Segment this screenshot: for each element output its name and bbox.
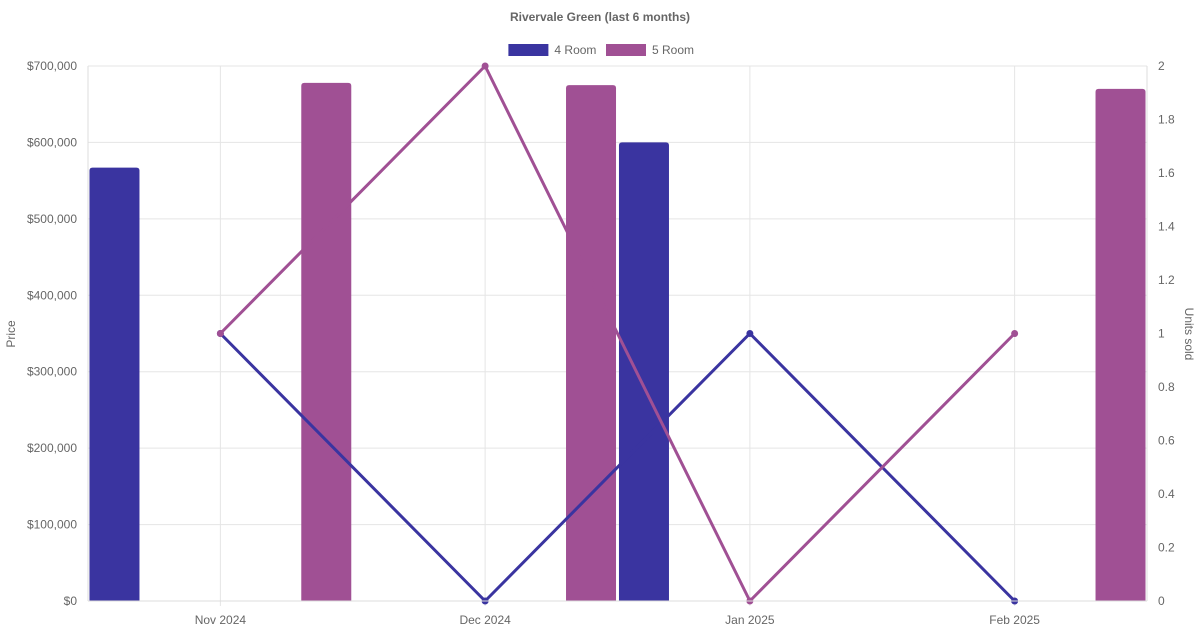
y2-tick-label: 0.2 [1158, 541, 1175, 555]
bar [566, 85, 617, 602]
y-axis-label: Price [4, 320, 18, 348]
y2-tick-label: 0.6 [1158, 434, 1175, 448]
grid [88, 65, 1147, 606]
y2-tick-label: 0.4 [1158, 487, 1175, 501]
x-tick-label: Feb 2025 [989, 613, 1040, 627]
y-tick-label: $600,000 [27, 135, 77, 149]
y2-tick-label: 0.8 [1158, 380, 1175, 394]
y-tick-label: $700,000 [27, 59, 77, 73]
legend-label: 5 Room [652, 43, 694, 57]
y2-tick-label: 1.8 [1158, 113, 1175, 127]
y2-tick-label: 1.2 [1158, 273, 1175, 287]
y-tick-label: $500,000 [27, 212, 77, 226]
y2-tick-label: 1.4 [1158, 220, 1175, 234]
lines [216, 62, 1019, 605]
bar [1095, 88, 1146, 601]
y2-tick-label: 2 [1158, 59, 1165, 73]
legend-swatch [508, 44, 549, 56]
y2-tick-label: 0 [1158, 594, 1165, 608]
y-tick-label: $400,000 [27, 288, 77, 302]
line-point [481, 62, 489, 70]
x-tick-label: Nov 2024 [195, 613, 247, 627]
y-tick-label: $200,000 [27, 441, 77, 455]
legend: 4 Room 5 Room [508, 43, 694, 57]
y-tick-label: $0 [64, 594, 78, 608]
series-line [219, 64, 1016, 603]
bars [89, 82, 1146, 602]
x-tick-label: Dec 2024 [459, 613, 511, 627]
y2-axis-label: Units sold [1182, 308, 1196, 361]
legend-label: 4 Room [554, 43, 596, 57]
legend-swatch [606, 44, 646, 56]
y2-tick-label: 1 [1158, 327, 1165, 341]
axes: $0 $100,000 $200,000 $300,000 $400,000 $500,0… [27, 59, 1175, 627]
bar [618, 142, 669, 601]
y-tick-label: $300,000 [27, 365, 77, 379]
chart-title: Rivervale Green (last 6 months) [510, 10, 690, 24]
y2-tick-label: 1.6 [1158, 166, 1175, 180]
y-tick-label: $100,000 [27, 518, 77, 532]
x-tick-label: Jan 2025 [725, 613, 775, 627]
bar [89, 167, 140, 601]
line-point [216, 330, 224, 337]
bar [301, 82, 352, 602]
line-point [1011, 330, 1019, 337]
line-point [746, 330, 754, 337]
